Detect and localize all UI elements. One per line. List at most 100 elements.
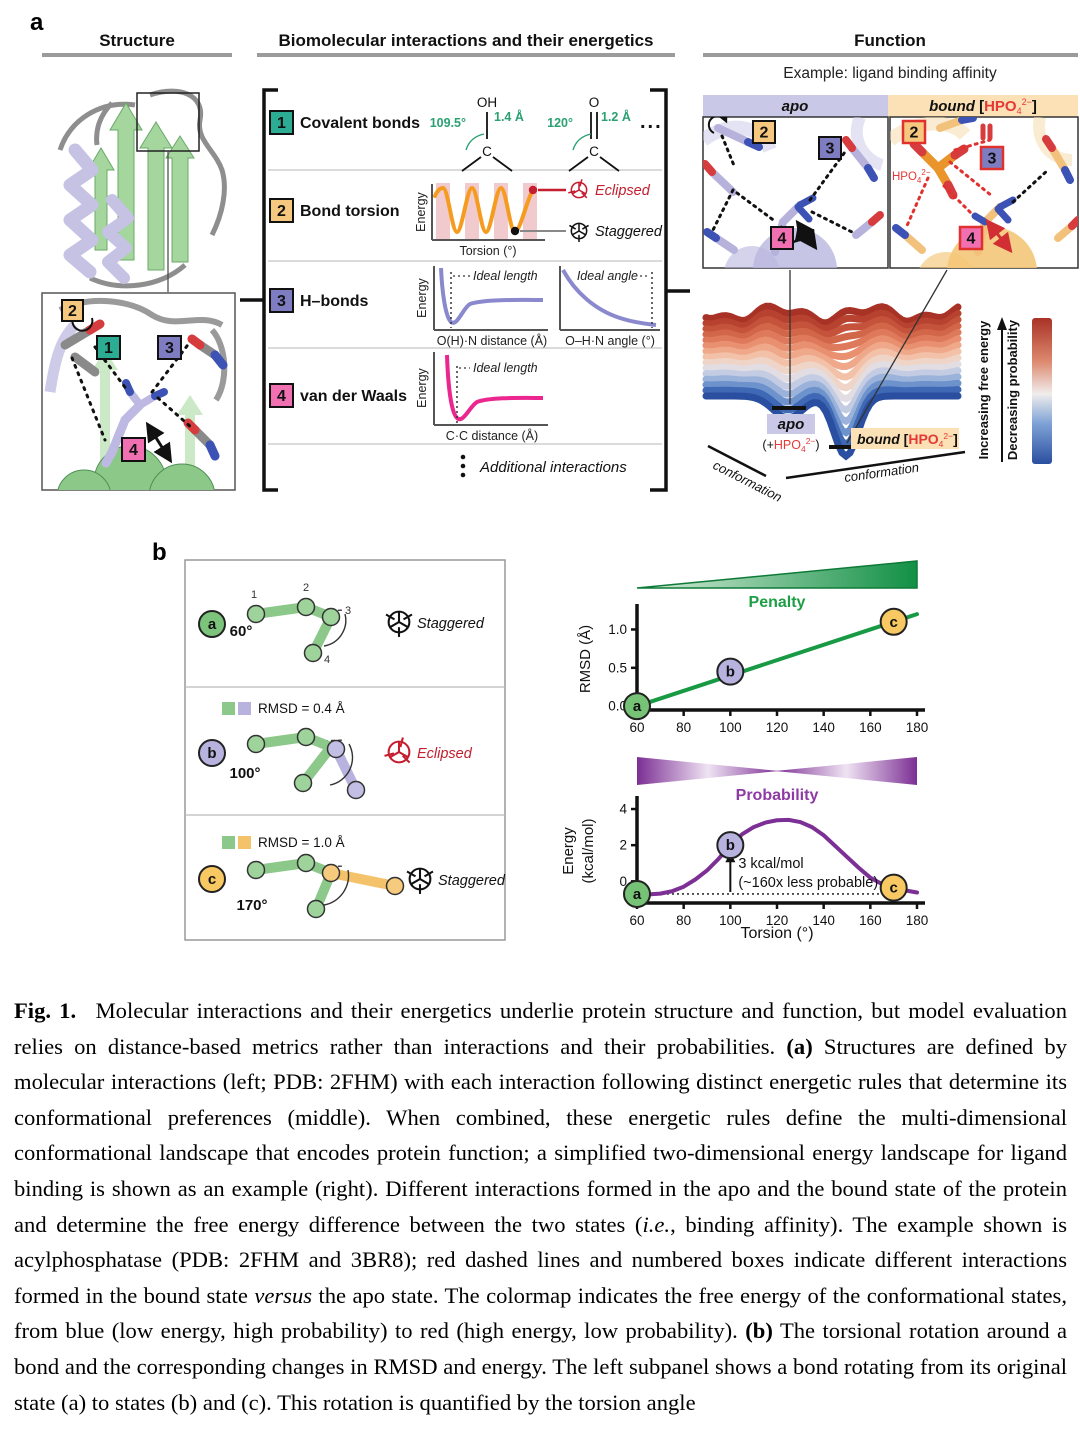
svg-text:3: 3 [988,151,997,168]
vdw-double-arrow [795,219,818,251]
ligand-formula: HPO42− [892,168,931,185]
oh-label: OH [477,95,497,110]
svg-text:2: 2 [760,125,769,142]
state-b-badge [198,739,226,767]
svg-text:a: a [208,616,217,633]
legend-swatch-green [222,836,235,849]
figure-1-graphic: a Structure Biomolecular interactions an… [30,9,1079,942]
energy-chart: Probability Energy (kcal/mol) Torsion (°… [560,757,928,942]
penalty-wedge [636,560,918,589]
data-point-a [623,879,651,908]
svg-text:100: 100 [719,720,742,735]
row2-label: Bond torsion [300,203,400,220]
interactions-header-rule [257,53,675,57]
svg-text:60: 60 [629,913,644,928]
panel-b-label: b [152,539,167,566]
svg-text:Torsion (°): Torsion (°) [459,244,516,258]
svg-text:180: 180 [906,720,929,735]
svg-text:Ideal angle: Ideal angle [577,269,638,283]
svg-text:b: b [726,837,735,854]
energy-ylabel-1: Energy [560,827,577,875]
eclipsed-newman-icon [567,178,588,199]
vdw-sphere [57,469,111,490]
caption-segment: (a) [786,1033,813,1059]
legend-swatch-lavender [238,702,251,715]
zoom-box-number-tags: 2 1 3 4 [61,299,182,462]
state-c-angle: 170° [236,897,267,914]
left-bracket [262,88,278,492]
hbond-angle-plot: Ideal angle O–H·N angle (°) [559,266,660,348]
state-b-rmsd: RMSD = 0.4 Å [258,701,345,716]
alpha-helix [102,194,134,284]
svg-text:Energy: Energy [415,367,429,407]
data-point-a [623,692,651,721]
svg-text:3: 3 [277,293,286,310]
torsion-states-box: a 1 2 3 4 60° Staggered RMSD = [184,559,506,941]
row4-label: van der Waals [300,388,407,405]
apo-h-bond-dashes [710,134,854,234]
state-c-molecule [246,853,405,919]
svg-text:140: 140 [812,720,835,735]
svg-text:2: 2 [68,303,77,320]
apo-header-label: apo [782,98,809,115]
legend-swatch-green [222,702,235,715]
row-van-der-waals: 4 van der Waals Ideal length Energy C·C … [269,352,548,443]
apo-scene: 2 3 4 [702,116,889,269]
svg-text:2: 2 [277,203,286,220]
caption-segment: the apo state. The colormap indicates th… [14,1282,1067,1344]
svg-text:120°: 120° [547,116,573,130]
phosphate-sticks [909,139,969,200]
bound-scene: HPO42− 2 3 4 [889,116,1079,269]
state-c-badge [198,865,226,893]
svg-text:Ideal length: Ideal length [473,361,538,375]
staggered-label: Staggered [595,224,663,240]
state-c-rmsd: RMSD = 1.0 Å [258,835,345,850]
number-box-4 [269,383,294,408]
colorbar-arrow-head [997,317,1007,330]
svg-text:c: c [889,614,897,631]
structure-header: Structure [99,31,175,50]
function-panel: Example: ligand binding affinity apo bou… [702,65,1079,505]
energy-landscape-surface [702,302,962,461]
torsion-mini-plot: Energy Torsion (°) Eclipsed Staggered [414,178,663,258]
state-b-conformation: Eclipsed [417,746,473,762]
probability-bowtie-left [637,757,779,785]
figure-caption: Fig. 1. Molecular interactions and their… [14,993,1067,1420]
beta-strand [139,121,173,271]
svg-text:1: 1 [104,340,113,357]
svg-text:a: a [633,698,642,715]
row3-label: H–bonds [300,293,369,310]
structure-header-rule [42,53,232,57]
caption-segment: , binding affinity). The example shown i… [14,1211,1067,1308]
data-point-c [879,873,908,902]
conformation-axis-left [707,444,767,478]
conformation-axis-right [785,450,966,480]
staggered-newman-icon [568,222,590,243]
svg-text:3: 3 [345,605,351,617]
hbond-distance-plot: Ideal length Energy O(H)·N distance (Å) [415,266,548,348]
structure-zoom-box: 2 1 3 4 [41,292,236,491]
bound-tag-bg [851,428,959,449]
svg-text:4: 4 [129,442,138,459]
svg-text:0: 0 [619,874,627,889]
svg-text:3: 3 [826,141,835,158]
svg-text:160: 160 [859,913,882,928]
bound-tag: bound [HPO42−] [857,431,958,449]
rotation-arrow [707,117,728,134]
row-dividers [268,169,662,445]
svg-text:2: 2 [910,125,919,142]
state-a-molecule [246,597,341,663]
svg-text:0.0: 0.0 [608,699,627,714]
alpha-helix [63,143,99,279]
loop [58,298,224,328]
svg-text:60: 60 [629,720,644,735]
caption-segment: The torsional rotation around a bond and… [14,1318,1067,1415]
conformation-label-left: conformation [711,457,785,504]
apo-header-bar [703,95,888,117]
vdw-double-arrow-red [985,218,1013,254]
h-bond-dash [1011,168,1050,204]
svg-text:C·C distance (Å): C·C distance (Å) [446,428,538,443]
eclipsed-label: Eclipsed [595,183,651,199]
helix-edge [44,321,80,393]
